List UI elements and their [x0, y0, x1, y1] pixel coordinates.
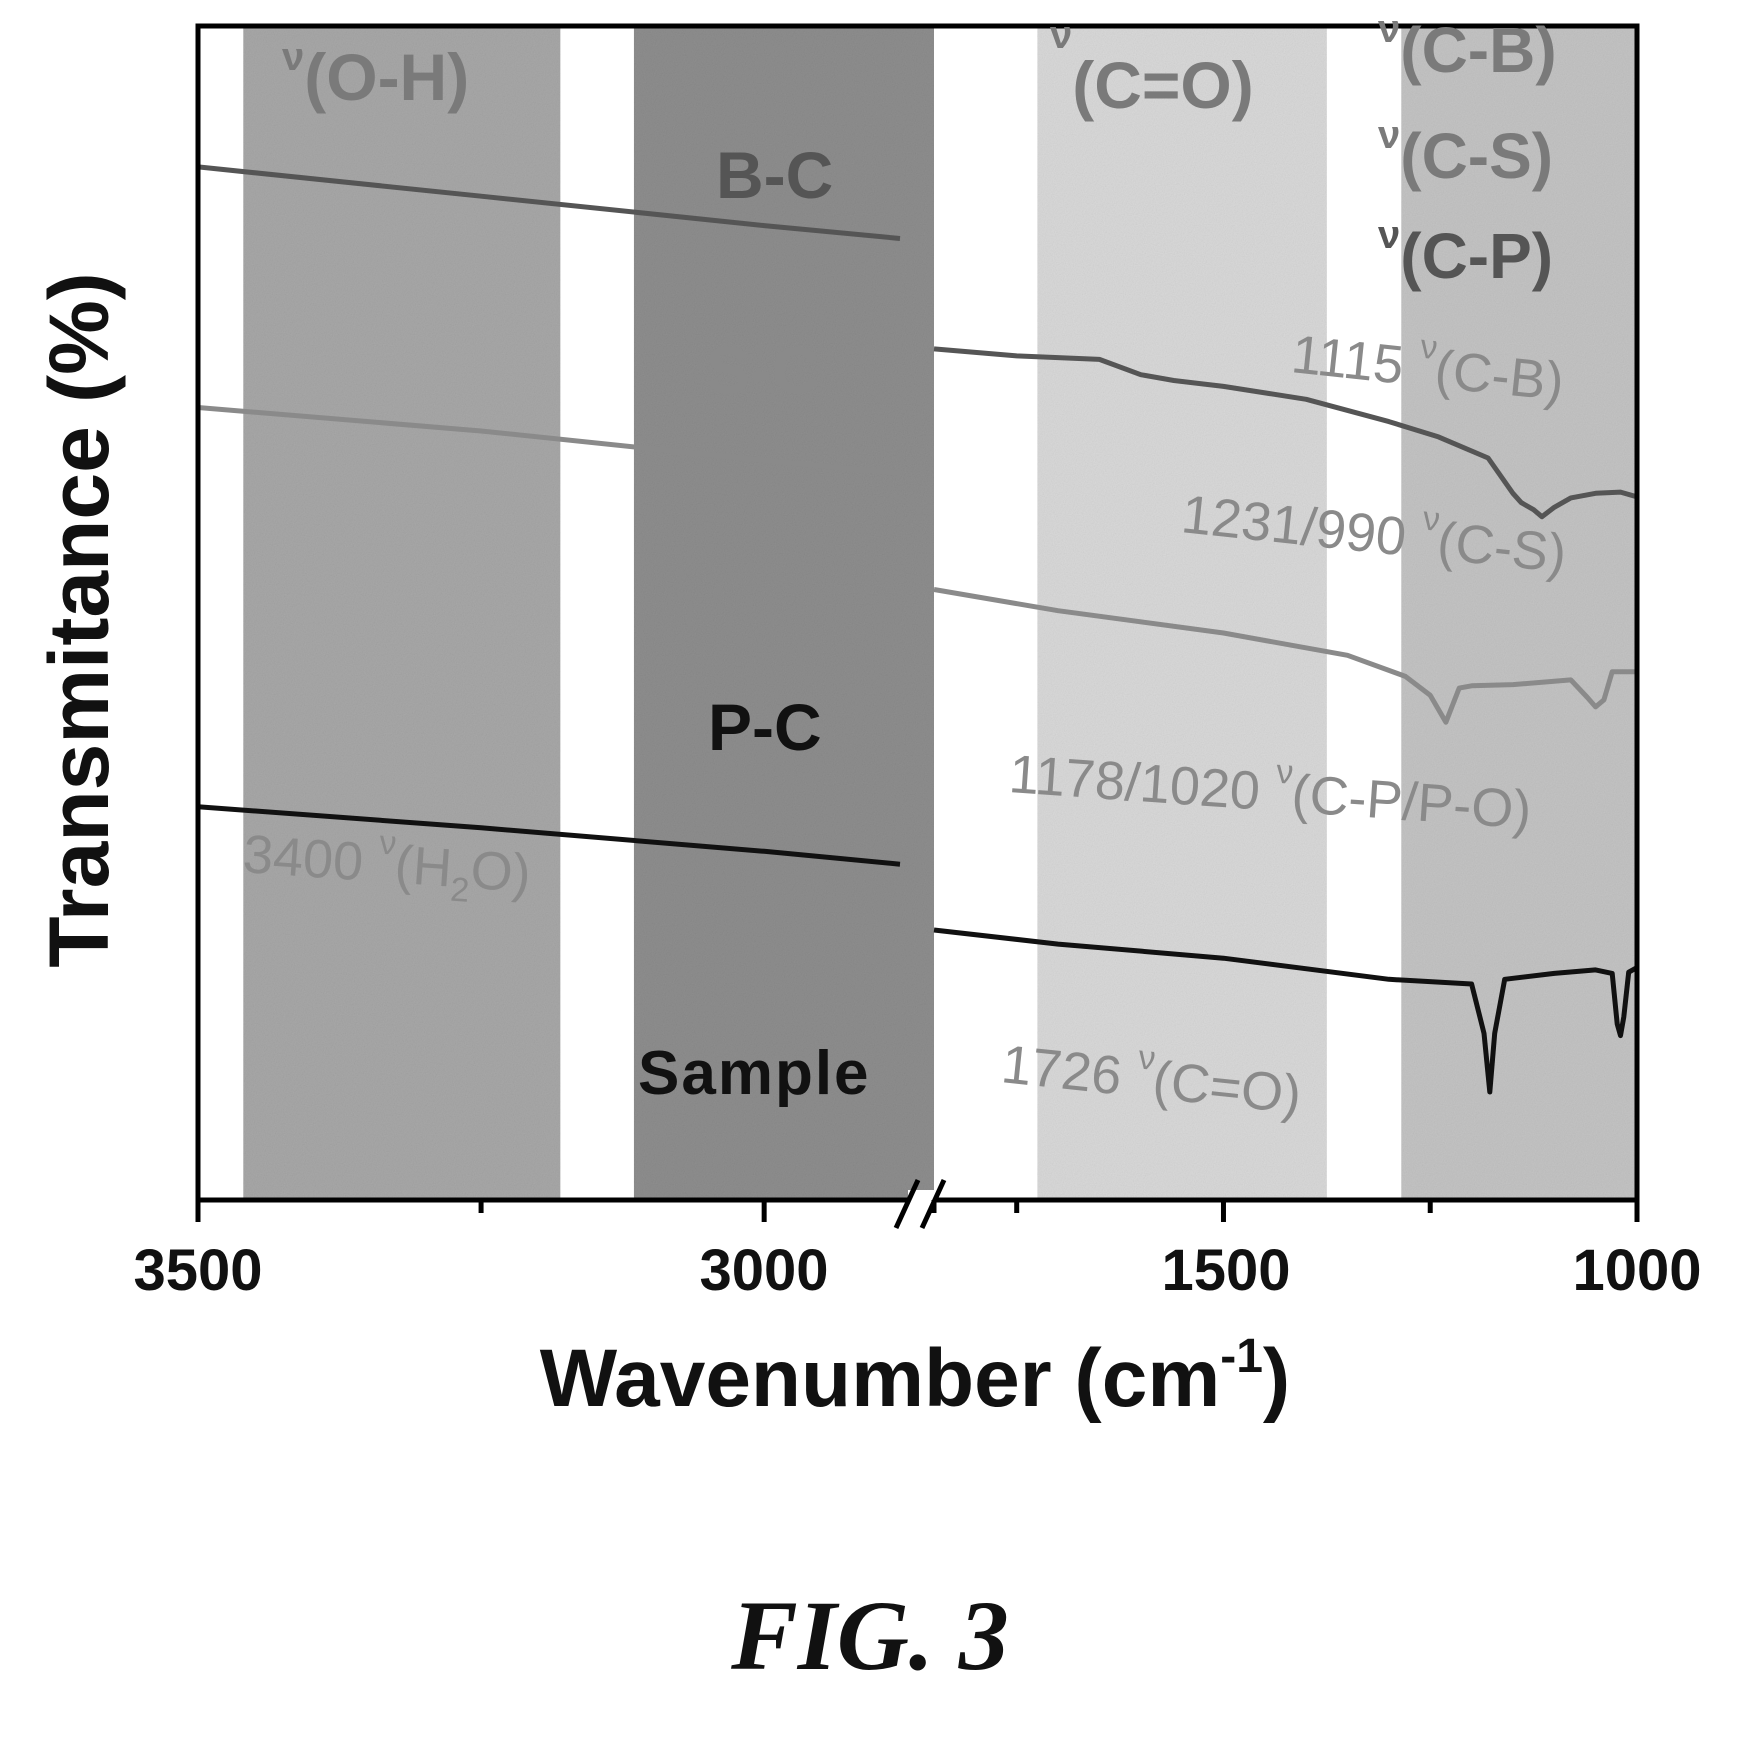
x-tick-label-1500: 1500 — [1161, 1238, 1290, 1303]
spectra — [198, 164, 1637, 1095]
x-tick-label-3500: 3500 — [133, 1238, 262, 1303]
x-tick-label-1000: 1000 — [1572, 1238, 1701, 1303]
annotation-3400: 3400 ν(H2O) — [240, 814, 533, 914]
series-line-s-c-0 — [198, 405, 901, 476]
x-tick-label-3000: 3000 — [699, 1238, 828, 1303]
annotation-sample: Sample — [638, 1039, 871, 1108]
series-label-pc: P-C — [708, 690, 822, 764]
band-label-cb: ν(C-B) — [1378, 7, 1557, 86]
shaded-band-1 — [633, 26, 934, 1200]
figure-caption: FIG. 3 — [731, 1580, 1009, 1691]
annotation-1726: 1726 ν(C=O) — [999, 1024, 1305, 1125]
shaded-band-0 — [243, 26, 561, 1200]
annotation-1115: 1115 ν(C-B) — [1289, 314, 1568, 412]
series-line-b-c-0 — [198, 164, 901, 241]
series-label-bc: B-C — [716, 138, 833, 212]
x-axis-title: Wavenumber (cm-1) — [540, 1330, 1290, 1424]
band-label-oh: ν(O-H) — [282, 35, 469, 114]
series-label-sc: S-C — [706, 333, 820, 407]
band-label-cs: ν(C-S) — [1378, 113, 1553, 192]
y-axis-title: Transmitance (%) — [32, 272, 126, 968]
series-line-p-c-1 — [933, 927, 1637, 1095]
band-label-co: ν(C=O) — [1050, 13, 1254, 122]
axis-break-gap — [908, 1190, 934, 1210]
series-line-b-c-1 — [933, 346, 1637, 520]
shaded-bands — [243, 26, 1637, 1200]
x-ticks — [195, 1200, 1640, 1222]
series-line-s-c-1 — [933, 587, 1637, 725]
band-label-cp: ν(C-P) — [1378, 213, 1553, 292]
shaded-band-3 — [1401, 26, 1637, 1200]
series-line-p-c-0 — [198, 804, 901, 867]
